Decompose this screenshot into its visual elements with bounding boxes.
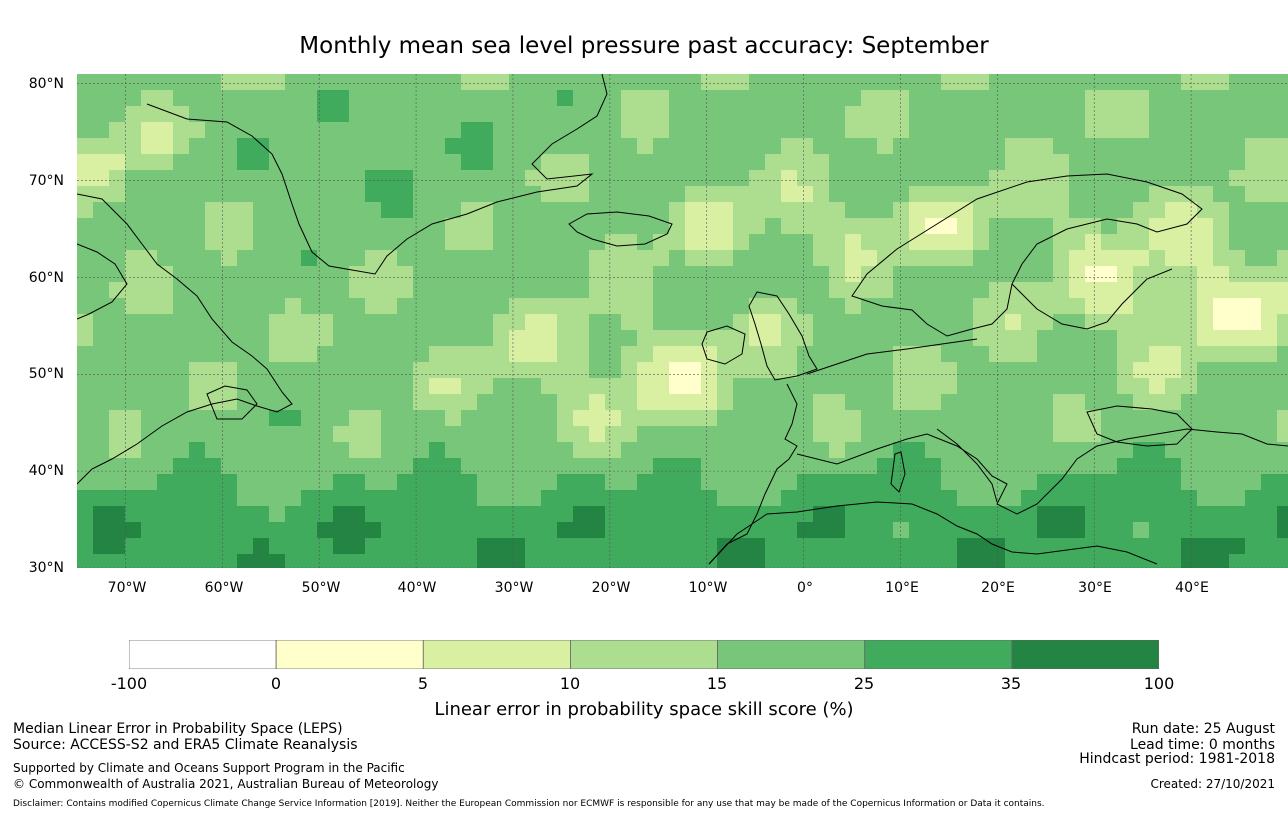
lon-label-30e: 30°E — [1078, 580, 1112, 596]
colorbar-segment — [128, 639, 277, 670]
black-sea-coastline — [1086, 405, 1193, 447]
italy-coastline — [936, 428, 998, 503]
north-america-coastline — [77, 193, 293, 485]
colorbar — [128, 639, 1160, 670]
lon-label-40e: 40°E — [1175, 580, 1209, 596]
great-britain-coastline — [748, 291, 818, 381]
sardinia-corsica-coastline — [890, 451, 906, 493]
colorbar-tick: 15 — [706, 674, 728, 693]
created-date: Created: 27/10/2021 — [1150, 777, 1275, 791]
colorbar-segment — [275, 639, 424, 670]
lon-label-20w: 20°W — [591, 580, 631, 596]
iceland-coastline — [568, 211, 673, 247]
colorbar-tick: 100 — [1143, 674, 1175, 693]
colorbar-tick: 35 — [1000, 674, 1022, 693]
colorbar-tick: 25 — [853, 674, 875, 693]
colorbar-label: Linear error in probability space skill … — [434, 699, 854, 720]
colorbar-segment — [864, 639, 1013, 670]
lat-label-30n: 30°N — [28, 560, 64, 576]
lat-label-60n: 60°N — [28, 270, 64, 286]
lon-label-0: 0° — [797, 580, 813, 596]
map-title: Monthly mean sea level pressure past acc… — [299, 33, 989, 59]
footer-support: Supported by Climate and Oceans Support … — [13, 761, 405, 775]
lon-label-10e: 10°E — [885, 580, 919, 596]
lat-label-80n: 80°N — [28, 76, 64, 92]
lat-label-50n: 50°N — [28, 366, 64, 382]
lon-label-40w: 40°W — [397, 580, 437, 596]
lat-label-70n: 70°N — [28, 173, 64, 189]
ireland-coastline — [701, 325, 746, 365]
colorbar-tick: -100 — [110, 674, 148, 693]
scandinavia-coastline — [851, 173, 1203, 337]
footer-method: Median Linear Error in Probability Space… — [13, 721, 343, 737]
coastlines — [77, 74, 1288, 565]
colorbar-tick: 5 — [417, 674, 429, 693]
colorbar-segment — [1011, 639, 1160, 670]
greenland-coastline — [146, 74, 608, 275]
footer-copyright: © Commonwealth of Australia 2021, Austra… — [13, 777, 439, 791]
graticule — [77, 74, 1288, 568]
lon-label-50w: 50°W — [301, 580, 341, 596]
hudson-bay-coastline — [77, 243, 128, 320]
baltic-coastline — [1011, 268, 1173, 330]
lon-label-30w: 30°W — [494, 580, 534, 596]
lon-label-60w: 60°W — [204, 580, 244, 596]
skill-score-grid — [77, 74, 1288, 568]
hindcast-period: Hindcast period: 1981-2018 — [1079, 751, 1275, 767]
lat-label-40n: 40°N — [28, 463, 64, 479]
lon-label-10w: 10°W — [688, 580, 728, 596]
colorbar-tick: 10 — [559, 674, 581, 693]
north-africa-coastline — [708, 501, 1158, 565]
skill-score-map — [77, 74, 1288, 568]
newfoundland-coastline — [206, 385, 258, 420]
lon-label-20e: 20°E — [981, 580, 1015, 596]
lon-label-70w: 70°W — [107, 580, 147, 596]
europe-coastline — [708, 338, 1288, 565]
footer-source: Source: ACCESS-S2 and ERA5 Climate Reana… — [13, 737, 358, 753]
colorbar-segment — [422, 639, 571, 670]
disclaimer: Disclaimer: Contains modified Copernicus… — [13, 799, 1045, 809]
run-date: Run date: 25 August — [1131, 721, 1275, 737]
colorbar-segment — [717, 639, 866, 670]
colorbar-segment — [570, 639, 718, 670]
colorbar-tick: 0 — [270, 674, 282, 693]
lead-time: Lead time: 0 months — [1130, 737, 1275, 753]
